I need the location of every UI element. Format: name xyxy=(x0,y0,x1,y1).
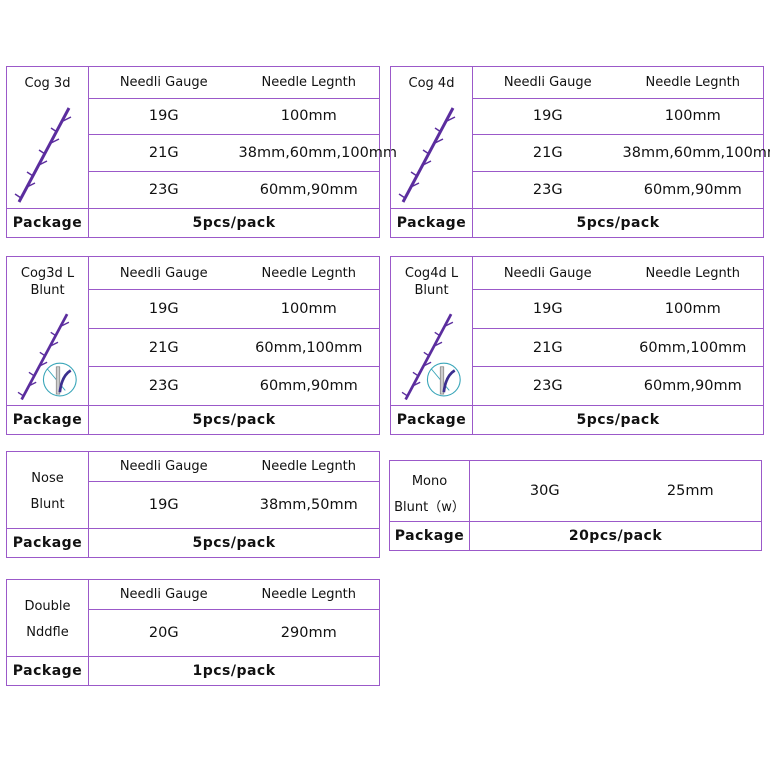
product-name-cell: Cog4d L Blunt xyxy=(390,256,473,406)
product-name-cell: Double Nddfle xyxy=(6,579,89,657)
product-subname: Blunt xyxy=(30,283,65,298)
gauge-header: Needli Gauge xyxy=(88,66,239,99)
length-value: 100mm xyxy=(238,289,380,329)
gauge-header: Needli Gauge xyxy=(88,451,239,482)
length-header: Needle Legnth xyxy=(238,451,380,482)
barbed-thread-blunt-icon xyxy=(17,313,77,401)
product-subname: Nddfle xyxy=(26,625,69,640)
product-subname: Blunt xyxy=(414,283,449,298)
gauge-value: 23G xyxy=(88,171,239,209)
barbed-thread-icon xyxy=(398,107,455,203)
product-name-cell: Cog3d L Blunt xyxy=(6,256,89,406)
length-header: Needle Legnth xyxy=(238,255,380,291)
length-value: 38mm,60mm,100mm xyxy=(622,134,770,173)
product-name: Nose xyxy=(31,471,64,486)
table-row: 19G 100mm xyxy=(391,97,764,136)
package-value: 5pcs/pack xyxy=(88,208,380,238)
table-row: 19G 100mm xyxy=(7,97,380,136)
table-row: 19G 38mm,50mm xyxy=(7,481,380,529)
product-name: Cog3d L xyxy=(20,266,75,281)
length-header: Needle Legnth xyxy=(622,66,764,99)
package-label: Package xyxy=(6,405,89,435)
length-value: 60mm,90mm xyxy=(238,171,380,209)
product-spec-table: Nose Blunt Needli Gauge Needle Legnth 19G 38m… xyxy=(6,451,380,558)
table-row: Mono Blunt（w） 30G 25mm xyxy=(389,460,762,522)
package-value: 1pcs/pack xyxy=(88,656,380,686)
package-value: 5pcs/pack xyxy=(472,208,764,238)
gauge-value: 19G xyxy=(88,481,239,529)
gauge-value: 23G xyxy=(88,366,239,406)
product-name: Cog 3d xyxy=(24,76,71,91)
gauge-value: 30G xyxy=(469,460,620,522)
length-value: 60mm,90mm xyxy=(238,366,380,406)
package-label: Package xyxy=(6,208,89,238)
gauge-value: 19G xyxy=(472,289,623,329)
product-name: Double xyxy=(24,599,71,614)
table-row: 23G 60mm,90mm xyxy=(391,366,764,406)
product-name-cell: Mono Blunt（w） xyxy=(389,460,470,522)
length-value: 60mm,90mm xyxy=(622,171,764,209)
product-spec-table: Cog3d L Blunt Needli Gauge Needle Legnth 19G… xyxy=(6,255,380,435)
package-value: 5pcs/pack xyxy=(472,405,764,435)
product-spec-table: Cog4d L Blunt Needli Gauge Needle Legnth 19G… xyxy=(390,255,764,435)
package-value: 5pcs/pack xyxy=(88,528,380,558)
gauge-value: 19G xyxy=(472,97,623,136)
table-row: 21G 38mm,60mm,100mm xyxy=(391,134,770,173)
length-value: 60mm,100mm xyxy=(622,327,764,368)
gauge-value: 20G xyxy=(88,609,239,657)
package-label: Package xyxy=(6,656,89,686)
table-row: 21G 60mm,100mm xyxy=(391,327,764,368)
product-name: Cog 4d xyxy=(408,76,455,91)
gauge-header: Needli Gauge xyxy=(88,579,239,610)
gauge-header: Needli Gauge xyxy=(88,255,239,291)
length-value: 290mm xyxy=(238,609,380,657)
product-name-cell: Nose Blunt xyxy=(6,451,89,529)
table-row: 19G 100mm xyxy=(391,289,764,329)
gauge-value: 21G xyxy=(88,134,239,173)
product-subname: Blunt xyxy=(30,497,65,512)
length-header: Needle Legnth xyxy=(238,66,380,99)
product-name: Cog4d L xyxy=(404,266,459,281)
product-name: Mono xyxy=(411,474,448,489)
length-value: 100mm xyxy=(238,97,380,136)
table-row: 19G 100mm xyxy=(7,289,380,329)
gauge-value: 21G xyxy=(472,327,623,368)
length-value: 60mm,100mm xyxy=(238,327,380,368)
length-value: 60mm,90mm xyxy=(622,366,764,406)
product-name-cell: Cog 3d xyxy=(6,66,89,209)
package-label: Package xyxy=(390,405,473,435)
product-spec-table: Cog 4d Needli Gauge Needle Legnth 19G 100mm 2… xyxy=(390,66,770,238)
product-spec-table: Double Nddfle Needli Gauge Needle Legnth 20G… xyxy=(6,579,380,686)
barbed-thread-blunt-icon xyxy=(401,313,461,401)
gauge-value: 21G xyxy=(472,134,623,173)
table-row: 23G 60mm,90mm xyxy=(7,171,380,209)
gauge-value: 21G xyxy=(88,327,239,368)
gauge-value: 19G xyxy=(88,97,239,136)
product-spec-table: Cog 3d Needli Gauge Needle Legnth 19G 100mm 2… xyxy=(6,66,397,238)
length-value: 38mm,60mm,100mm xyxy=(238,134,397,173)
package-label: Package xyxy=(390,208,473,238)
gauge-value: 19G xyxy=(88,289,239,329)
length-header: Needle Legnth xyxy=(622,255,764,291)
table-row: 23G 60mm,90mm xyxy=(7,366,380,406)
package-value: 20pcs/pack xyxy=(469,521,762,551)
length-value: 100mm xyxy=(622,97,764,136)
length-value: 38mm,50mm xyxy=(238,481,380,529)
length-header: Needle Legnth xyxy=(238,579,380,610)
product-subname: Blunt（w） xyxy=(394,500,465,515)
gauge-value: 23G xyxy=(472,366,623,406)
gauge-header: Needli Gauge xyxy=(472,66,623,99)
gauge-header: Needli Gauge xyxy=(472,255,623,291)
package-label: Package xyxy=(389,521,470,551)
length-value: 25mm xyxy=(619,460,762,522)
package-label: Package xyxy=(6,528,89,558)
gauge-value: 23G xyxy=(472,171,623,209)
product-spec-table: Mono Blunt（w） 30G 25mm Package 20pcs/pack xyxy=(389,460,762,551)
length-value: 100mm xyxy=(622,289,764,329)
product-name-cell: Cog 4d xyxy=(390,66,473,209)
package-value: 5pcs/pack xyxy=(88,405,380,435)
barbed-thread-icon xyxy=(14,107,71,203)
